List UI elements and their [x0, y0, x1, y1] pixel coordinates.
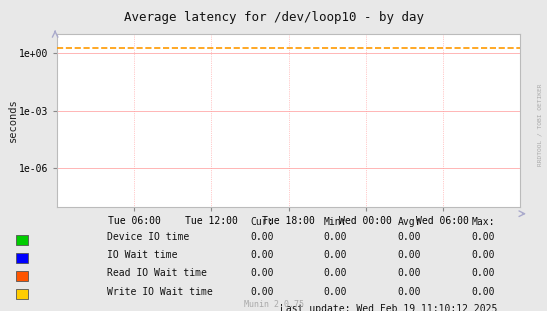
Text: 0.00: 0.00: [472, 286, 495, 296]
Text: 0.00: 0.00: [472, 268, 495, 278]
Text: Cur:: Cur:: [250, 217, 274, 227]
Text: Min:: Min:: [324, 217, 347, 227]
Text: Average latency for /dev/loop10 - by day: Average latency for /dev/loop10 - by day: [124, 11, 423, 24]
Text: 0.00: 0.00: [324, 268, 347, 278]
Text: 0.00: 0.00: [472, 250, 495, 260]
Text: 0.00: 0.00: [398, 268, 421, 278]
Text: Munin 2.0.75: Munin 2.0.75: [243, 300, 304, 309]
Text: 0.00: 0.00: [250, 250, 274, 260]
Text: 0.00: 0.00: [250, 286, 274, 296]
Text: IO Wait time: IO Wait time: [107, 250, 177, 260]
Text: 0.00: 0.00: [472, 232, 495, 242]
Text: Max:: Max:: [472, 217, 495, 227]
Text: 0.00: 0.00: [324, 250, 347, 260]
Text: 0.00: 0.00: [398, 286, 421, 296]
Text: 0.00: 0.00: [324, 232, 347, 242]
Text: 0.00: 0.00: [250, 232, 274, 242]
Text: 0.00: 0.00: [324, 286, 347, 296]
Text: Read IO Wait time: Read IO Wait time: [107, 268, 207, 278]
Text: 0.00: 0.00: [250, 268, 274, 278]
Text: Write IO Wait time: Write IO Wait time: [107, 286, 212, 296]
Text: 0.00: 0.00: [398, 250, 421, 260]
Y-axis label: seconds: seconds: [8, 99, 18, 142]
Text: 0.00: 0.00: [398, 232, 421, 242]
Text: RRDTOOL / TOBI OETIKER: RRDTOOL / TOBI OETIKER: [538, 83, 543, 166]
Text: Device IO time: Device IO time: [107, 232, 189, 242]
Text: Avg:: Avg:: [398, 217, 421, 227]
Text: Last update: Wed Feb 19 11:10:12 2025: Last update: Wed Feb 19 11:10:12 2025: [281, 304, 498, 311]
